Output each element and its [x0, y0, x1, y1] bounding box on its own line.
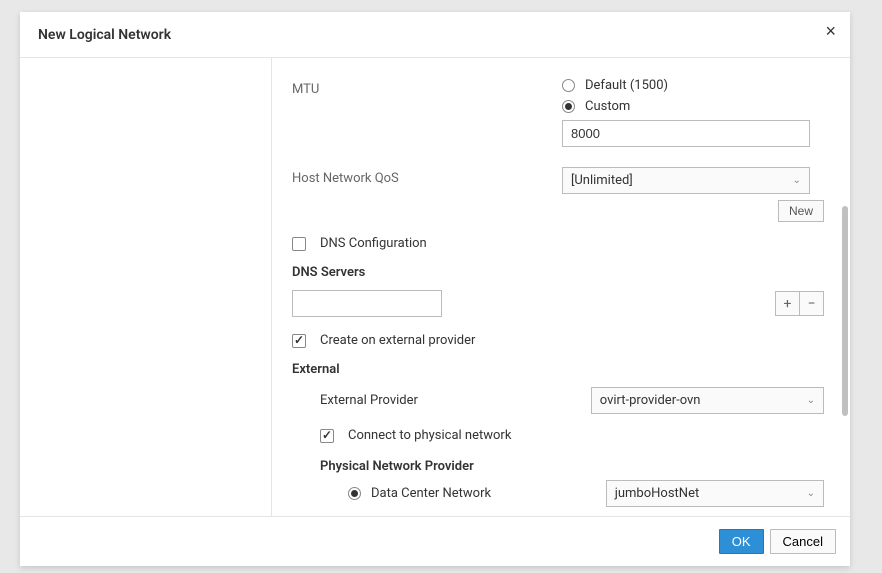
qos-label: Host Network QoS	[292, 167, 562, 186]
dialog-sidebar	[20, 58, 272, 516]
dns-server-input[interactable]	[292, 290, 442, 317]
cancel-button[interactable]: Cancel	[770, 529, 836, 554]
external-create-row[interactable]: Create on external provider	[292, 333, 824, 348]
dns-config-checkbox[interactable]	[292, 237, 306, 251]
mtu-label: MTU	[292, 78, 562, 97]
connect-physical-checkbox[interactable]	[320, 429, 334, 443]
ok-button[interactable]: OK	[719, 529, 764, 554]
external-create-label: Create on external provider	[320, 333, 475, 348]
mtu-custom-label: Custom	[585, 99, 630, 114]
plus-icon: +	[784, 296, 792, 312]
mtu-custom-option[interactable]: Custom	[562, 99, 824, 114]
external-provider-value: ovirt-provider-ovn	[600, 393, 701, 408]
physical-provider-heading: Physical Network Provider	[320, 459, 824, 474]
dialog-title: New Logical Network	[38, 27, 171, 43]
dns-config-label: DNS Configuration	[320, 236, 427, 251]
dialog-content: MTU Default (1500) Custom Host Network Q…	[272, 58, 850, 516]
radio-icon[interactable]	[562, 79, 575, 92]
qos-row: Host Network QoS [Unlimited] ⌄	[292, 167, 824, 194]
qos-value: [Unlimited]	[571, 173, 633, 188]
close-icon[interactable]: ×	[825, 22, 836, 40]
external-provider-label: External Provider	[320, 393, 591, 408]
dialog-body: MTU Default (1500) Custom Host Network Q…	[20, 58, 850, 516]
external-section: External External Provider ovirt-provide…	[292, 362, 824, 507]
mtu-row: MTU Default (1500) Custom	[292, 78, 824, 147]
minus-icon: −	[807, 296, 815, 312]
data-center-network-row: Data Center Network jumboHostNet ⌄	[348, 480, 824, 507]
external-create-checkbox[interactable]	[292, 334, 306, 348]
qos-select[interactable]: [Unlimited] ⌄	[562, 167, 810, 194]
chevron-down-icon: ⌄	[793, 175, 801, 186]
radio-icon[interactable]	[562, 100, 575, 113]
mtu-custom-input[interactable]	[562, 120, 810, 147]
dialog-footer: OK Cancel	[20, 516, 850, 566]
dns-config-row[interactable]: DNS Configuration	[292, 236, 824, 251]
qos-new-button[interactable]: New	[778, 200, 824, 222]
dns-servers-heading: DNS Servers	[292, 265, 824, 280]
external-heading: External	[292, 362, 824, 377]
scrollbar[interactable]	[842, 206, 848, 416]
dcn-select[interactable]: jumboHostNet ⌄	[606, 480, 824, 507]
remove-dns-button[interactable]: −	[799, 291, 824, 316]
chevron-down-icon: ⌄	[807, 488, 815, 499]
dcn-option[interactable]: Data Center Network	[348, 486, 606, 501]
connect-physical-label: Connect to physical network	[348, 428, 511, 443]
dialog-header: New Logical Network ×	[20, 12, 850, 58]
add-dns-button[interactable]: +	[775, 291, 800, 316]
mtu-default-option[interactable]: Default (1500)	[562, 78, 824, 93]
external-provider-select[interactable]: ovirt-provider-ovn ⌄	[591, 387, 824, 414]
external-provider-row: External Provider ovirt-provider-ovn ⌄	[320, 387, 824, 414]
dns-servers-row: + −	[292, 290, 824, 317]
mtu-default-label: Default (1500)	[585, 78, 668, 93]
radio-icon[interactable]	[348, 487, 361, 500]
dcn-value: jumboHostNet	[615, 486, 699, 501]
dcn-label: Data Center Network	[371, 486, 491, 501]
connect-physical-row[interactable]: Connect to physical network	[320, 428, 824, 443]
chevron-down-icon: ⌄	[807, 395, 815, 406]
new-logical-network-dialog: New Logical Network × MTU Default (1500)…	[20, 12, 850, 566]
